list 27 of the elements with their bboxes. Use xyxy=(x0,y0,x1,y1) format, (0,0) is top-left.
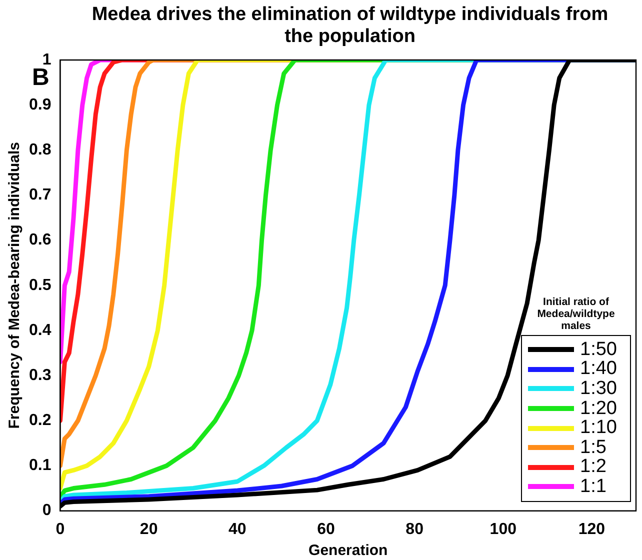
x-tick-label: 20 xyxy=(140,520,158,538)
legend-label: 1:1 xyxy=(580,476,606,498)
legend-label: 1:5 xyxy=(580,436,606,458)
y-tick-label: 0.2 xyxy=(28,412,52,430)
x-tick-label: 40 xyxy=(228,520,246,538)
legend-label: 1:30 xyxy=(580,378,617,400)
x-tick-label: 0 xyxy=(56,520,65,538)
x-tick-label: 80 xyxy=(406,520,424,538)
y-tick-label: 0.3 xyxy=(28,366,52,384)
y-tick-label: 0.8 xyxy=(28,142,52,159)
y-tick-label: 0.9 xyxy=(28,96,52,114)
x-tick-label: 120 xyxy=(578,520,606,538)
y-tick-label: 0.1 xyxy=(28,457,52,474)
x-tick-label: 100 xyxy=(490,520,517,538)
x-tick-label: 60 xyxy=(317,520,335,538)
y-tick-label: 0.7 xyxy=(28,186,52,204)
y-axis-title: Frequency of Medea-bearing individuals xyxy=(6,142,24,429)
legend-label: 1:40 xyxy=(580,358,617,380)
y-tick-label: 0.6 xyxy=(28,232,52,249)
chart-title: Medea drives the elimination of wildtype individuals from the population xyxy=(90,4,610,48)
y-tick-label: 0.4 xyxy=(28,322,52,339)
x-axis-title: Generation xyxy=(308,542,388,560)
y-tick-label: 0 xyxy=(42,502,52,520)
legend-label: 1:2 xyxy=(580,456,606,478)
legend-label: 1:20 xyxy=(580,398,617,420)
y-tick-label: 0.5 xyxy=(28,276,52,294)
legend-label: 1:10 xyxy=(580,417,617,440)
